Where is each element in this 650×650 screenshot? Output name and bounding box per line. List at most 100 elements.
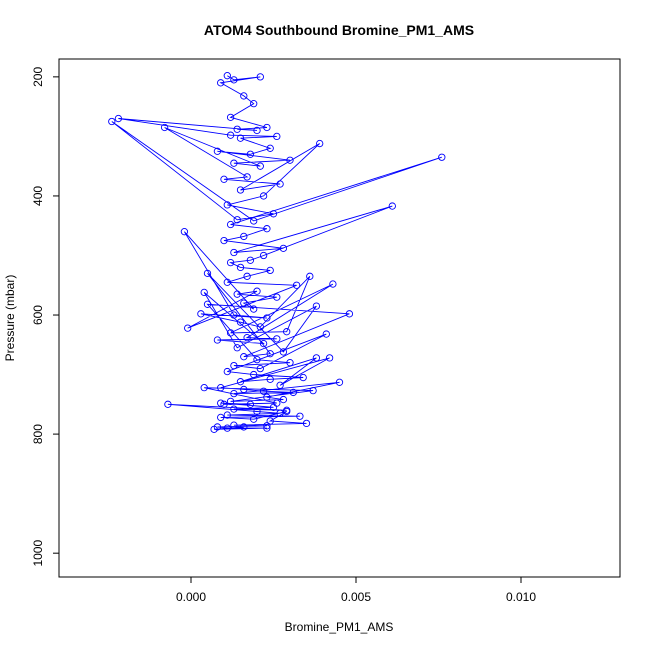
data-point (240, 232, 248, 241)
data-point (253, 126, 261, 135)
data-point (325, 354, 334, 362)
data-point (312, 354, 321, 362)
data-point (299, 373, 307, 382)
data-point (269, 210, 278, 218)
data-point (296, 412, 304, 420)
data-point (230, 311, 238, 319)
data-point (200, 384, 208, 392)
data-point (263, 393, 271, 401)
data-point (273, 293, 281, 301)
data-point (438, 153, 446, 161)
data-point (184, 324, 192, 332)
data-point (322, 330, 330, 338)
data-point (230, 248, 238, 257)
data-point (276, 180, 284, 188)
data-point (253, 356, 261, 364)
data-point (388, 202, 396, 210)
data-point (266, 350, 274, 358)
data-point (236, 263, 245, 272)
data-point (250, 100, 258, 108)
y-axis: 200 400 600 800 1000 (31, 67, 59, 567)
data-point (223, 411, 231, 419)
plot-area-frame (58, 58, 621, 578)
data-point (226, 397, 235, 406)
data-point (226, 131, 235, 139)
x-axis: 0.000 0.005 0.010 (176, 577, 536, 604)
series-layer (108, 72, 446, 433)
y-tick-label: 200 (31, 67, 45, 87)
data-point (289, 388, 297, 397)
data-point (250, 415, 258, 423)
data-point (273, 335, 281, 343)
data-point (286, 359, 294, 367)
data-point (302, 419, 311, 428)
data-point (223, 72, 231, 80)
data-point (203, 300, 212, 308)
data-point (263, 424, 271, 432)
data-point (259, 251, 268, 260)
data-point (276, 381, 284, 389)
data-point (243, 333, 251, 342)
data-point (180, 228, 189, 236)
data-point (240, 299, 248, 307)
data-point (226, 113, 235, 121)
data-point (223, 278, 231, 286)
data-point (246, 400, 255, 408)
data-point (233, 344, 241, 352)
data-point (273, 132, 281, 141)
data-point (312, 302, 321, 310)
data-point (266, 417, 274, 425)
data-point (253, 287, 261, 295)
data-point (236, 134, 245, 142)
data-point (240, 92, 248, 100)
x-tick-label: 0.010 (506, 590, 536, 604)
data-point (263, 314, 271, 322)
data-point (223, 367, 231, 376)
y-tick-label: 400 (31, 186, 45, 206)
data-point (246, 150, 255, 158)
data-point (230, 389, 238, 398)
data-point (226, 220, 235, 229)
data-point (250, 370, 258, 379)
data-point (236, 318, 245, 326)
data-point (220, 236, 228, 245)
data-point (200, 288, 208, 297)
data-point (213, 147, 222, 155)
data-point (160, 123, 169, 132)
data-point (240, 423, 248, 431)
data-point (203, 269, 212, 277)
data-point (269, 403, 278, 411)
data-point (292, 281, 301, 289)
data-point (279, 395, 288, 404)
data-point (164, 400, 172, 408)
data-point (335, 378, 344, 386)
y-tick-label: 1000 (31, 540, 45, 567)
y-tick-label: 600 (31, 305, 45, 325)
data-point (256, 364, 264, 373)
data-point (246, 256, 255, 264)
data-point (114, 114, 123, 123)
data-point (253, 407, 261, 416)
data-point (213, 336, 222, 344)
data-point (230, 361, 238, 370)
data-point (276, 409, 284, 417)
data-point (217, 413, 225, 422)
data-point (329, 280, 337, 288)
data-point (233, 290, 241, 298)
data-point (306, 272, 314, 280)
data-point (345, 310, 354, 318)
data-point (230, 159, 238, 167)
data-point (226, 258, 235, 267)
data-point (108, 117, 116, 126)
data-point (263, 225, 271, 233)
data-point (230, 421, 238, 429)
data-point (256, 323, 264, 331)
data-point (233, 125, 241, 133)
data-point (223, 424, 231, 432)
y-axis-title: Pressure (mbar) (3, 275, 17, 362)
data-point (279, 244, 288, 252)
data-point (230, 76, 238, 84)
data-point (256, 162, 264, 170)
data-point (259, 387, 268, 395)
